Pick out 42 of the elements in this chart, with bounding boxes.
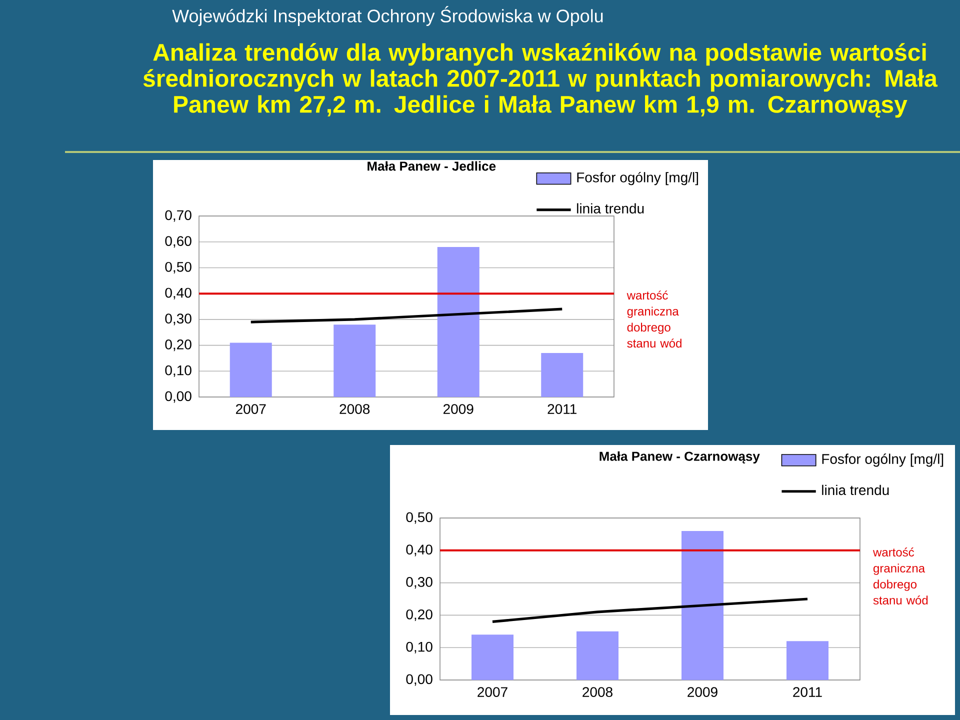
- legend-label: Fosfor ogólny [mg/l]: [577, 172, 698, 186]
- y-tick-label: 0,30: [406, 577, 432, 589]
- chart-title: Mała Panew - Czarnowąsy: [600, 451, 760, 464]
- line-series: [250, 308, 564, 324]
- x-tick-label: 2007: [236, 404, 266, 414]
- bar: [786, 641, 828, 680]
- y-tick-label: 0,00: [406, 674, 432, 686]
- bar: [230, 342, 272, 398]
- y-tick-label: 0,40: [406, 544, 432, 556]
- bar: [437, 247, 480, 398]
- x-tick-label: 2008: [340, 404, 370, 414]
- legend-label: Fosfor ogólny [mg/l]: [822, 454, 944, 467]
- x-tick-label: 2011: [548, 404, 576, 414]
- x-tick-label: 2007: [478, 687, 508, 697]
- y-tick-label: 0,00: [165, 391, 192, 403]
- x-tick-label: 2009: [443, 404, 474, 414]
- bar: [334, 324, 376, 398]
- y-tick-label: 0,70: [165, 210, 192, 222]
- x-tick-label: 2011: [793, 687, 822, 697]
- line-series: [491, 598, 809, 623]
- y-tick-label: 0,50: [406, 512, 432, 524]
- y-tick-label: 0,60: [165, 236, 192, 248]
- chart-title: Mała Panew - Jedlice: [368, 161, 496, 171]
- x-tick-label: 2009: [688, 687, 718, 697]
- text: Analiza trendów dla wybranych wskaźników na podstawie wartości średniorocznych w latach 2007-2011 w punktach pomiarowych: Mała Panew km 27,2 m. Jedlice i Mała Panew km 1,9 m. Czarnowąsy: [143, 43, 938, 118]
- bar: [682, 530, 724, 680]
- y-tick-label: 0,50: [165, 262, 192, 274]
- legend-label: linia trendu: [822, 484, 889, 496]
- y-tick-label: 0,20: [165, 340, 192, 352]
- ref-line-label: wartość graniczna dobrego stanu wód: [626, 290, 682, 348]
- y-tick-label: 0,40: [165, 288, 192, 300]
- x-tick-label: 2008: [582, 687, 612, 697]
- bar: [541, 353, 584, 398]
- y-tick-label: 0,10: [165, 365, 192, 377]
- bar: [576, 631, 618, 680]
- y-tick-label: 0,30: [165, 314, 192, 326]
- y-tick-label: 0,20: [406, 609, 432, 621]
- y-tick-label: 0,10: [406, 642, 432, 654]
- ref-line-label: wartość graniczna dobrego stanu wód: [872, 548, 928, 605]
- legend-label: linia trendu: [577, 203, 644, 214]
- text: Wojewódzki Inspektorat Ochrony Środowiska w Opolu: [172, 6, 603, 26]
- bar: [472, 634, 514, 680]
